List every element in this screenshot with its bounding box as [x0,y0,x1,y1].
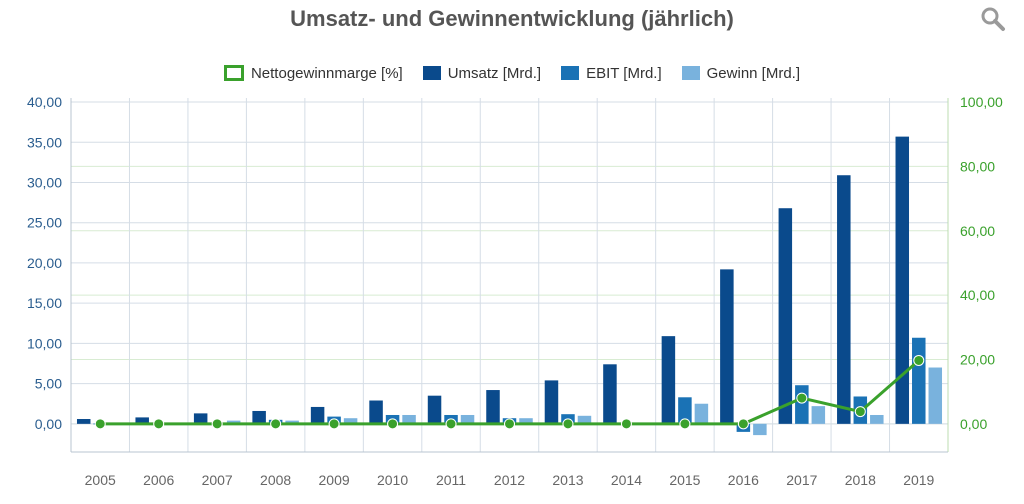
legend-swatch-gewinn [681,66,700,80]
bar-umsatz-2007 [193,413,208,424]
y-right-tick-label: 80,00 [960,158,995,174]
y-left-tick-label: 15,00 [27,295,62,311]
point-nettogewinnmarge-2019 [913,354,925,366]
bar-umsatz-2008 [252,410,266,424]
y-right-tick-label: 20,00 [960,351,995,367]
point-nettogewinnmarge-2017 [796,392,808,404]
bar-umsatz-2009 [310,406,325,424]
legend-item-nettogewinnmarge[interactable]: Nettogewinnmarge [%] [223,64,403,82]
bar-umsatz-2013 [544,380,559,424]
bar-gewinn-2008 [285,420,299,424]
bar-gewinn-2018 [870,414,884,424]
bar-umsatz-2006 [135,417,149,424]
legend-label-umsatz: Umsatz [Mrd.] [447,64,542,82]
y-right-tick-label: 40,00 [960,287,995,303]
bar-gewinn-2013 [577,415,592,424]
point-nettogewinnmarge-2012 [504,418,515,430]
x-tick-label: 2008 [260,472,291,488]
x-tick-label: 2010 [377,472,408,488]
bar-gewinn-2011 [460,414,475,424]
y-right-tick-label: 100,00 [960,94,1003,110]
chart-title: Umsatz- und Gewinnentwicklung (jährlich) [290,6,734,31]
x-tick-label: 2014 [611,472,642,488]
bar-umsatz-2012 [486,390,500,424]
bar-umsatz-2010 [369,400,383,424]
x-tick-label: 2016 [728,472,759,488]
y-left-tick-label: 25,00 [27,215,62,231]
bar-umsatz-2016 [720,269,734,424]
point-nettogewinnmarge-2016 [737,418,749,430]
legend-label-gewinn: Gewinn [Mrd.] [706,64,801,82]
bar-ebit-2019 [912,337,926,424]
legend-swatch-umsatz [422,66,441,80]
point-nettogewinnmarge-2008 [270,418,282,430]
x-tick-label: 2017 [786,472,817,488]
y-left-tick-label: 20,00 [27,255,62,271]
y-left-tick-label: 10,00 [27,335,62,351]
y-left-tick-label: 30,00 [27,174,62,190]
x-tick-label: 2005 [85,472,116,488]
bar-umsatz-2011 [427,395,442,424]
x-tick-label: 2018 [845,472,876,488]
chart-legend: Nettogewinnmarge [%] Umsatz [Mrd.] EBIT … [0,60,1024,86]
bar-gewinn-2012 [519,418,533,424]
x-tick-label: 2013 [552,472,583,488]
bar-gewinn-2010 [402,414,416,424]
y-left-tick-label: 5,00 [35,376,62,392]
x-tick-label: 2012 [494,472,525,488]
search-icon[interactable] [980,6,1006,32]
bar-gewinn-2017 [811,406,826,424]
legend-swatch-ebit [561,66,580,80]
legend-swatch-nettogewinnmarge [223,65,244,81]
legend-item-ebit[interactable]: EBIT [Mrd.] [561,65,662,82]
bar-gewinn-2019 [928,367,943,424]
y-right-tick-label: 0,00 [960,416,987,432]
x-tick-label: 2007 [202,472,233,488]
x-tick-label: 2009 [319,472,350,488]
bar-ebit-2017 [795,385,809,424]
bar-umsatz-2017 [778,208,793,424]
point-nettogewinnmarge-2005 [94,418,106,430]
legend-item-umsatz[interactable]: Umsatz [Mrd.] [422,64,542,82]
bar-gewinn-2016 [753,423,767,436]
point-nettogewinnmarge-2013 [562,418,574,430]
point-nettogewinnmarge-2015 [679,418,691,430]
legend-item-gewinn[interactable]: Gewinn [Mrd.] [681,64,801,82]
y-left-tick-label: 0,00 [35,416,62,432]
point-nettogewinnmarge-2018 [854,406,866,418]
bar-umsatz-2018 [837,175,851,424]
legend-label-ebit: EBIT [Mrd.] [586,64,662,82]
bar-gewinn-2007 [226,420,241,424]
point-nettogewinnmarge-2009 [328,418,340,430]
x-tick-label: 2011 [436,472,466,488]
y-right-tick-label: 60,00 [960,223,995,239]
y-left-tick-label: 40,00 [27,94,62,110]
bar-umsatz-2015 [661,336,676,424]
bar-umsatz-2019 [895,136,910,424]
point-nettogewinnmarge-2014 [620,418,632,430]
point-nettogewinnmarge-2011 [445,418,457,430]
point-nettogewinnmarge-2010 [387,418,399,430]
x-tick-label: 2015 [669,472,700,488]
x-tick-label: 2006 [143,472,174,488]
bar-gewinn-2009 [343,418,358,424]
legend-label-nettogewinnmarge: Nettogewinnmarge [%] [250,64,403,82]
point-nettogewinnmarge-2006 [153,418,165,430]
bar-gewinn-2015 [694,403,709,424]
bar-umsatz-2014 [603,364,617,424]
point-nettogewinnmarge-2007 [211,418,223,430]
bar-ebit-2015 [678,397,692,424]
x-tick-label: 2019 [903,472,934,488]
y-left-tick-label: 35,00 [27,134,62,150]
bar-umsatz-2005 [76,419,91,424]
